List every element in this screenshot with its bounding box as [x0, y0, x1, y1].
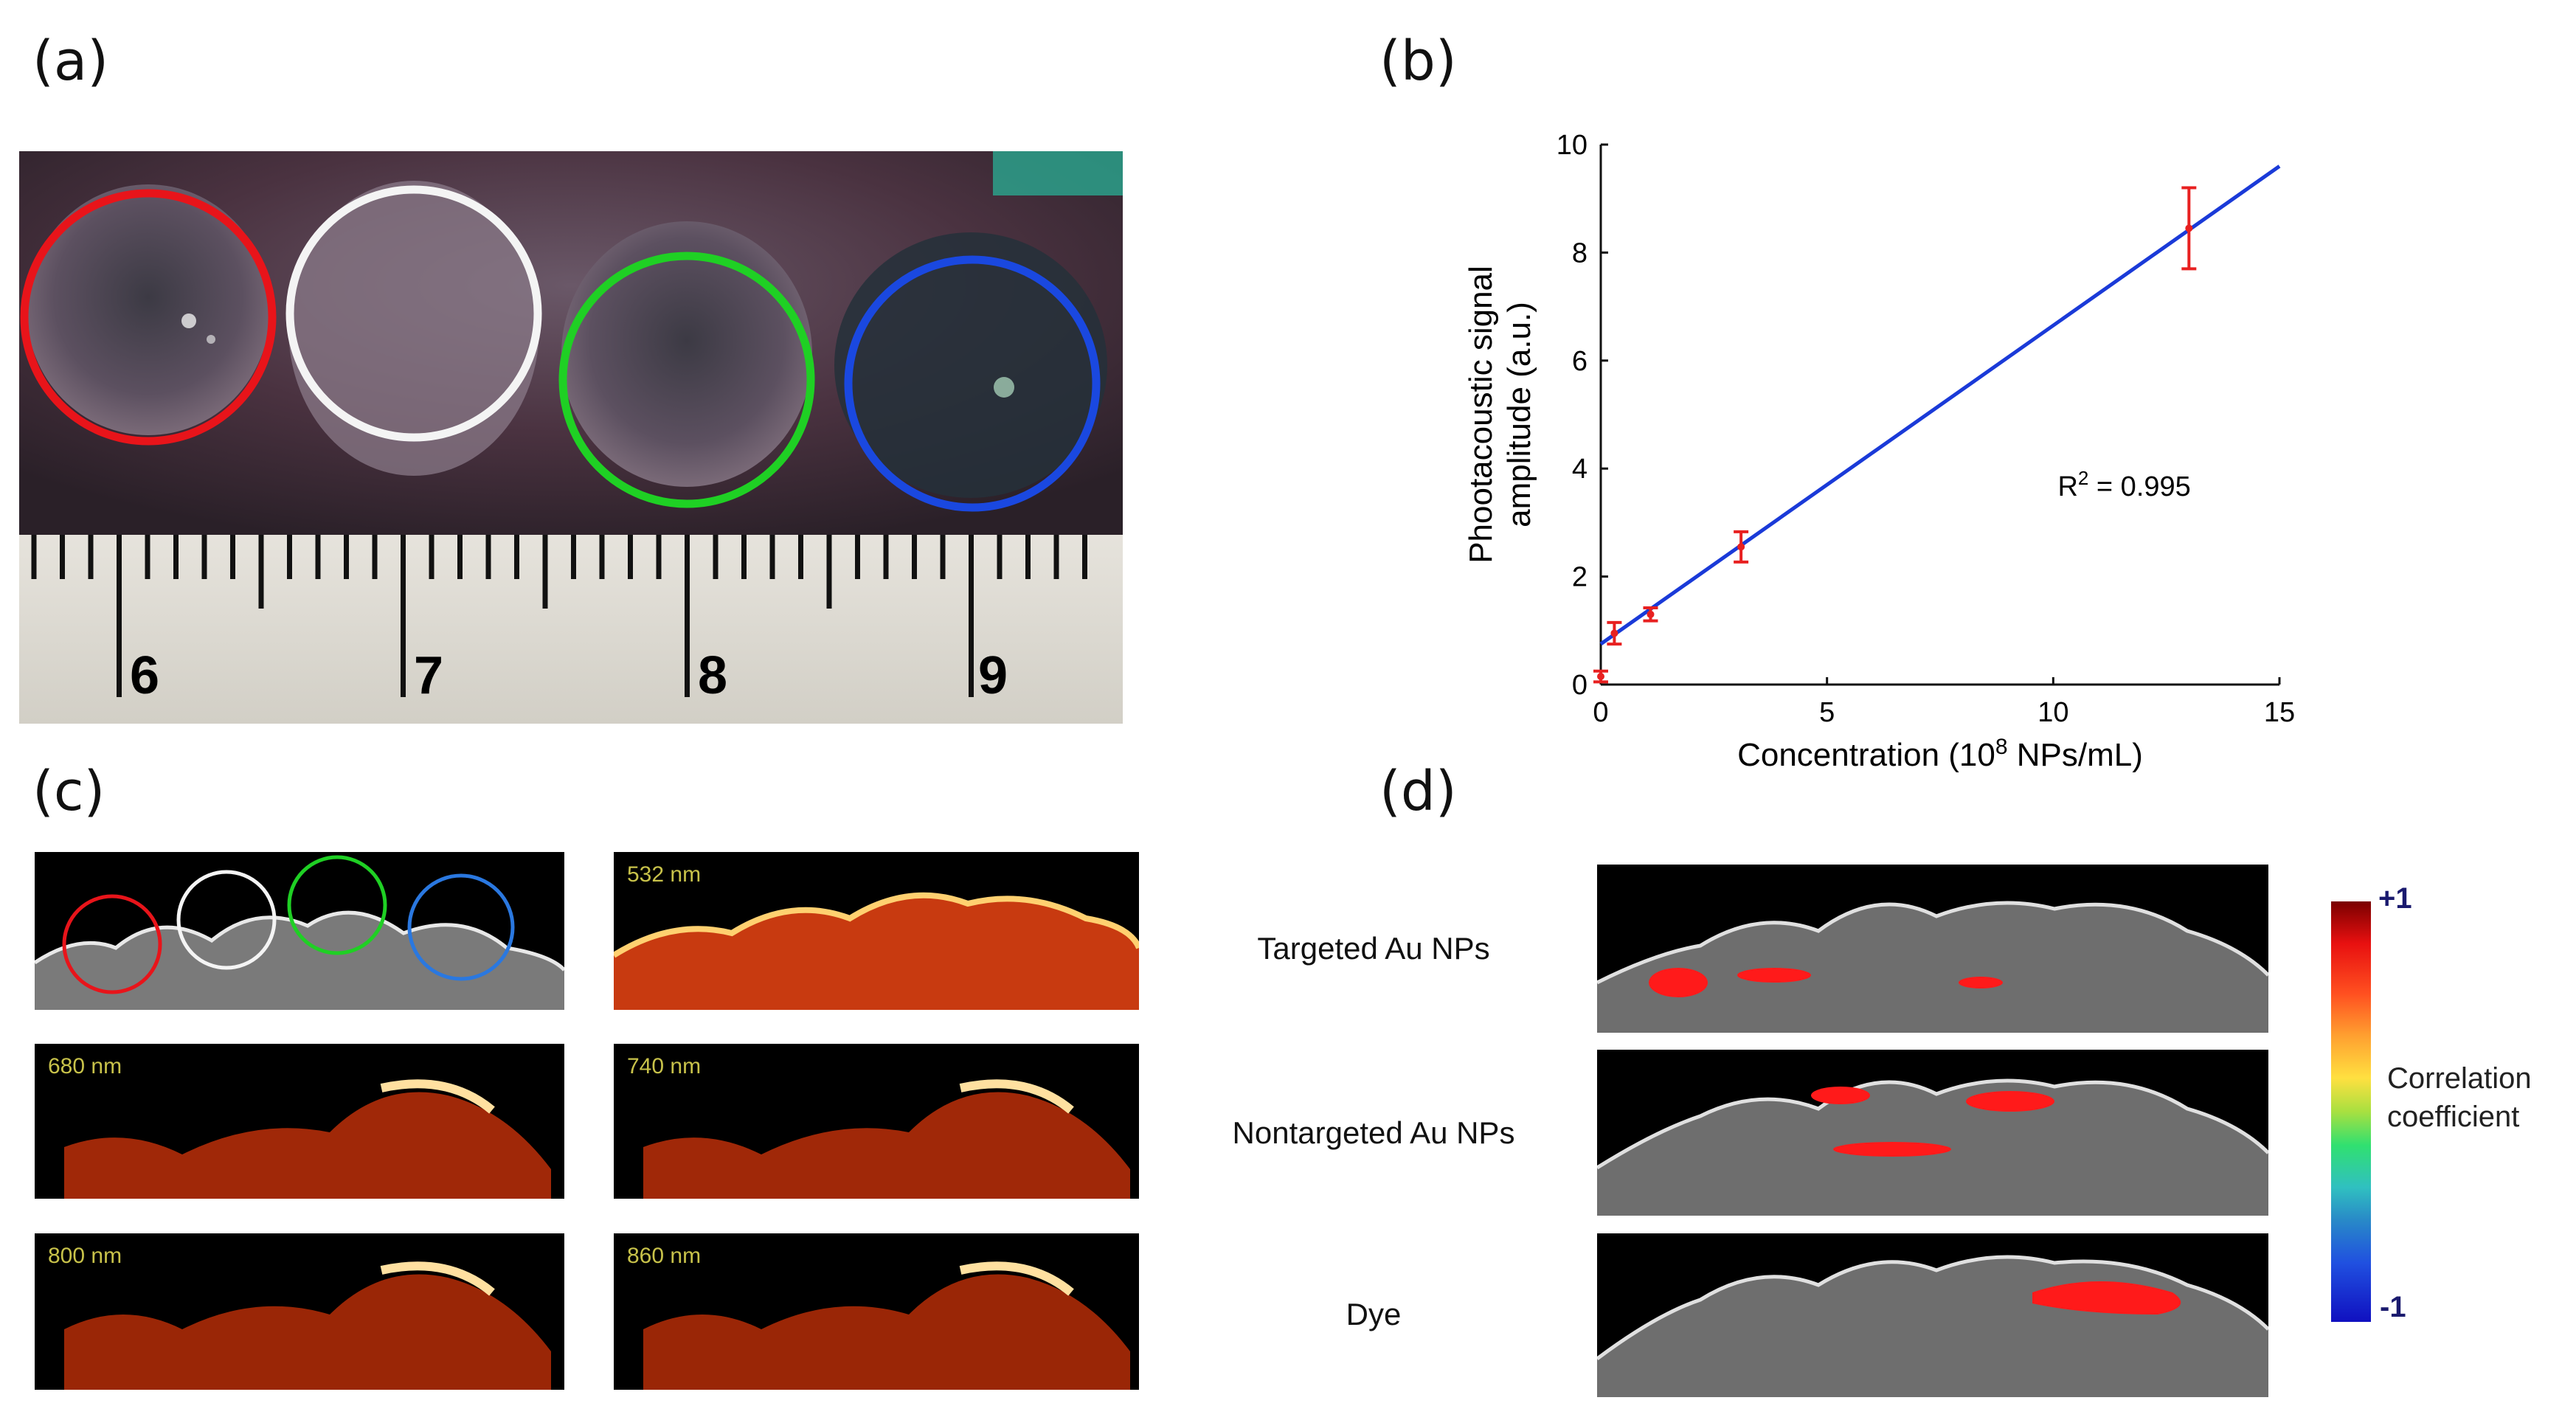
y-axis-label-line2: amplitude (a.u.): [1501, 302, 1537, 527]
data-marker: [1610, 629, 1618, 637]
pa-image-860: 860 nm: [614, 1233, 1139, 1390]
ruler-number-6: 6: [130, 646, 160, 705]
colorbar-title-line2: coefficient: [2387, 1101, 2520, 1133]
panel-label-b: (b): [1379, 30, 1457, 93]
wavelength-label-800: 800 nm: [48, 1244, 122, 1268]
pa-image-800: 800 nm: [35, 1233, 564, 1390]
ruler-number-9: 9: [978, 646, 1008, 705]
y-tick-label: 6: [1572, 346, 1588, 377]
data-point: [2181, 186, 2197, 271]
data-marker: [1647, 610, 1655, 618]
fit-line: [1599, 164, 2281, 646]
specimen-photo: 6 7 8 9: [19, 151, 1123, 724]
red-circle: [20, 189, 277, 446]
data-marker: [1737, 543, 1745, 551]
y-tick-label: 2: [1572, 562, 1588, 593]
blue-circle: [844, 255, 1101, 512]
x-tick-label: 15: [2264, 697, 2295, 728]
r-squared-annotation: R2 = 0.995: [2057, 467, 2190, 502]
data-point: [1734, 530, 1749, 564]
correlation-image-nontargeted: [1597, 1050, 2268, 1216]
data-point: [1593, 669, 1608, 684]
y-tick-label: 4: [1572, 454, 1588, 485]
data-marker: [2185, 224, 2193, 232]
wavelength-label-532: 532 nm: [627, 862, 702, 887]
data-point: [1643, 606, 1658, 623]
white-circle: [285, 185, 542, 442]
data-marker: [1597, 673, 1604, 681]
us-image-circled: [35, 852, 564, 1010]
green-circle: [558, 252, 815, 508]
y-tick-label: 10: [1557, 130, 1588, 161]
row-label-dye: Dye: [1346, 1297, 1402, 1331]
wavelength-label-740: 740 nm: [627, 1054, 702, 1078]
data-point: [1607, 620, 1622, 646]
colorbar-bottom-label: -1: [2380, 1291, 2406, 1323]
x-tick-label: 10: [2037, 697, 2068, 728]
panel-label-d: (d): [1379, 760, 1457, 823]
calibration-chart: 0 5 10 15 0 2 4 6 8 10 Concentration (108 NPs/mL) P…: [1446, 111, 2331, 797]
correlation-image-targeted: [1597, 865, 2268, 1033]
wavelength-label-680: 680 nm: [48, 1054, 122, 1078]
correlation-image-dye: [1597, 1233, 2268, 1397]
panel-label-c: (c): [32, 760, 105, 823]
pa-image-680: 680 nm: [35, 1044, 564, 1199]
ruler-number-7: 7: [414, 646, 444, 705]
x-tick-label: 0: [1593, 697, 1608, 728]
x-axis-label: Concentration (108 NPs/mL): [1737, 735, 2143, 774]
row-label-targeted: Targeted Au NPs: [1257, 931, 1490, 966]
colorbar-top-label: +1: [2378, 882, 2412, 915]
y-tick-label: 8: [1572, 238, 1588, 269]
wavelength-label-860: 860 nm: [627, 1244, 702, 1268]
y-axis-label-line1: Phootacoustic signal: [1463, 266, 1499, 564]
pa-image-532: 532 nm: [614, 852, 1139, 1010]
panel-label-a: (a): [32, 30, 109, 93]
y-tick-label: 0: [1572, 670, 1588, 701]
pa-image-740: 740 nm: [614, 1044, 1139, 1199]
x-tick-label: 5: [1819, 697, 1835, 728]
colorbar-title-line1: Correlation: [2387, 1062, 2532, 1095]
row-label-nontargeted: Nontargeted Au NPs: [1232, 1115, 1515, 1150]
correlation-colorbar: [2331, 901, 2371, 1322]
ruler-number-8: 8: [698, 646, 728, 705]
